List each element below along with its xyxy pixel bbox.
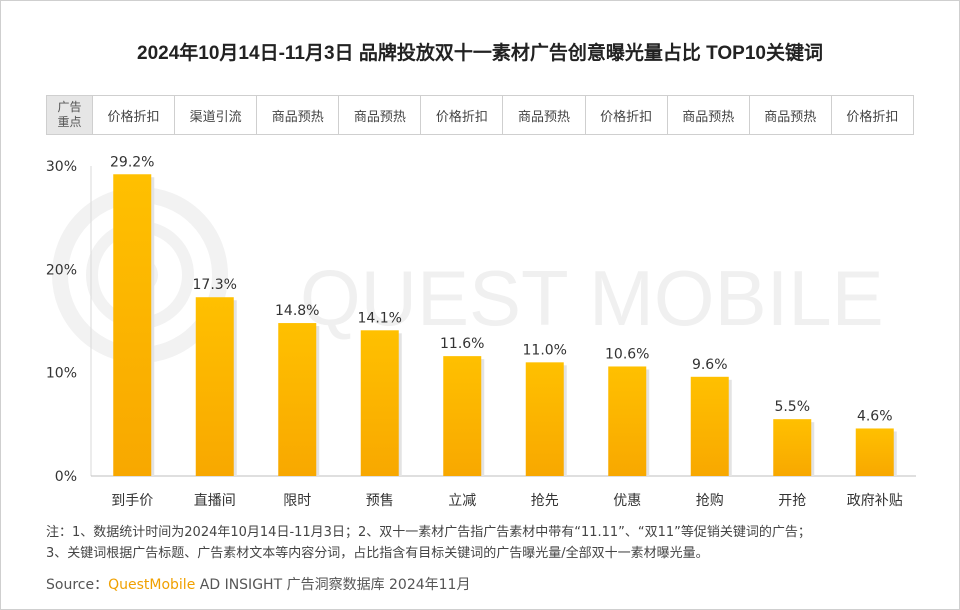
bar-开抢 (773, 419, 812, 476)
ad-focus-cell: 商品预热 (339, 96, 422, 134)
note-line-1: 注：1、数据统计时间为2024年10月14日-11月3日；2、双十一素材广告指广… (46, 525, 811, 540)
ad-focus-cell: 商品预热 (257, 96, 340, 134)
value-label: 29.2% (110, 154, 154, 170)
ad-focus-cell: 价格折扣 (846, 109, 899, 125)
ad-focus-header-line2: 重点 (57, 115, 82, 129)
value-label: 17.3% (193, 277, 237, 293)
ad-focus-cell: 价格折扣 (586, 96, 668, 134)
bar-优惠 (608, 366, 647, 476)
bars: 29.2% 到手价 17.3% 直播间 14.8% 限时 14.1% 预售 11.6% 立减 11.… (110, 154, 903, 509)
ad-focus-cell: 商品预热 (668, 96, 750, 134)
ad-focus-cell: 价格折扣 (421, 96, 504, 134)
value-label: 14.8% (275, 303, 319, 319)
y-axis: 0% 10% 20% 30% (46, 159, 77, 485)
value-label: 11.6% (440, 336, 484, 352)
value-label: 5.5% (774, 399, 810, 415)
bar-抢先 (525, 362, 564, 476)
value-label: 4.6% (857, 408, 893, 424)
watermark: QUEST MOBILE (52, 187, 884, 363)
source-prefix: Source： (46, 577, 109, 593)
bar-直播间 (195, 297, 234, 476)
ad-focus-cell: 商品预热 (503, 96, 586, 134)
category-label: 抢先 (531, 492, 559, 509)
bar-政府补贴 (855, 428, 894, 476)
y-tick-label: 20% (46, 262, 77, 278)
source-brand: QuestMobile (108, 577, 196, 593)
bar-限时 (278, 323, 317, 476)
bar-预售 (360, 330, 399, 476)
category-label: 预售 (366, 493, 394, 509)
bar-立减 (443, 356, 482, 476)
ad-focus-cell: 商品预热 (750, 96, 832, 134)
category-label: 政府补贴 (847, 493, 903, 509)
category-label: 抢购 (696, 492, 724, 509)
category-label: 到手价 (111, 493, 153, 509)
y-tick-label: 10% (46, 366, 77, 382)
y-tick-label: 30% (46, 159, 77, 175)
value-label: 11.0% (523, 342, 567, 358)
category-label: 优惠 (613, 493, 641, 509)
ad-focus-row: 广告 重点 价格折扣 渠道引流 商品预热 商品预热 价格折扣 商品预热 价格折扣… (46, 95, 914, 135)
watermark-text: QUEST MOBILE (300, 254, 884, 342)
bar-抢购 (690, 376, 729, 476)
ad-focus-header-line1: 广告 (57, 100, 82, 114)
source-line: Source：QuestMobile AD INSIGHT 广告洞察数据库 20… (46, 574, 470, 594)
bar-到手价 (113, 174, 152, 476)
bar-chart: QUEST MOBILE 0% 10% 20% 30% 29.2% 到手价 17.3% 直播… (46, 154, 916, 509)
value-label: 10.6% (605, 346, 649, 362)
category-label: 立减 (448, 493, 476, 509)
value-label: 14.1% (358, 310, 402, 326)
ad-focus-cell: 价格折扣 (93, 96, 176, 134)
note-line-2: 3、关键词根据广告标题、广告素材文本等内容分词，占比指含有目标关键词的广告曝光量… (46, 546, 709, 561)
category-label: 限时 (283, 493, 311, 509)
y-tick-label: 0% (55, 469, 77, 485)
ad-focus-cell: 渠道引流 (175, 96, 258, 134)
category-label: 直播间 (194, 492, 236, 509)
value-label: 9.6% (692, 357, 728, 373)
chart-title: 2024年10月14日-11月3日 品牌投放双十一素材广告创意曝光量占比 TOP… (137, 43, 823, 64)
source-suffix: AD INSIGHT 广告洞察数据库 2024年11月 (195, 577, 471, 593)
ad-focus-header: 广告 重点 (47, 96, 93, 134)
category-label: 开抢 (778, 492, 806, 509)
